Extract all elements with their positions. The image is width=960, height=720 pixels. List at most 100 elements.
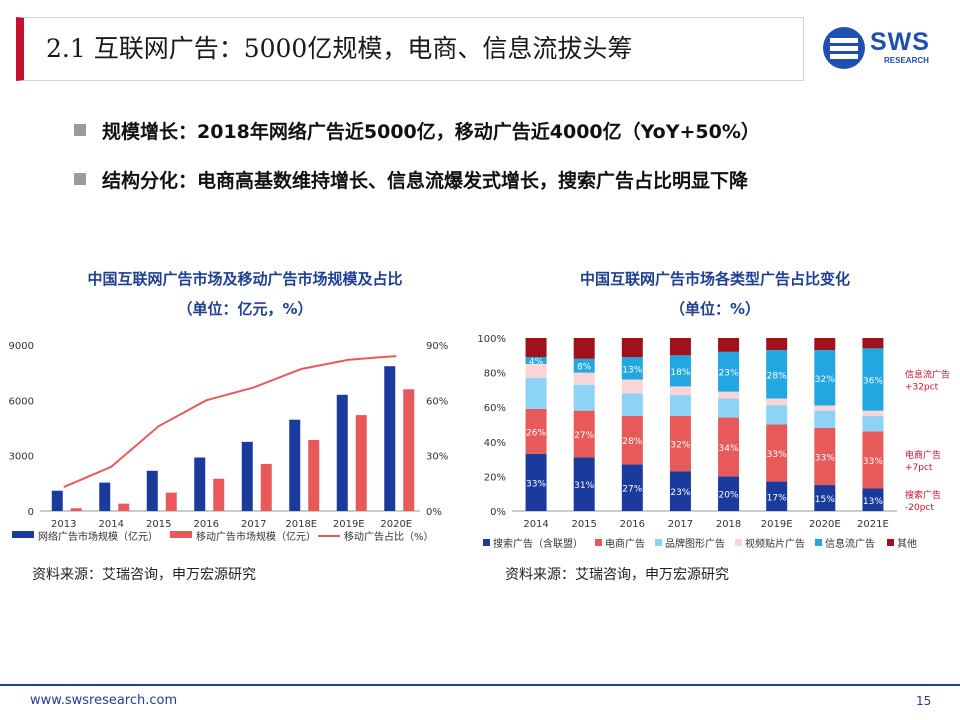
data-label: 23% — [719, 369, 739, 379]
y-left-tick-label: 0 — [28, 507, 34, 518]
stack-segment — [718, 391, 740, 399]
chart1-source: 资料来源：艾瑞咨询，申万宏源研究 — [32, 567, 256, 583]
bar-mobile-ad — [118, 503, 130, 511]
legend-label: 移动广告市场规模（亿元） — [196, 530, 316, 543]
bar-online-ad — [146, 470, 158, 511]
data-label: 33% — [767, 450, 787, 460]
stack-segment — [573, 338, 595, 359]
stack-segment — [525, 453, 547, 511]
legend-label: 其他 — [897, 537, 917, 550]
bar-mobile-ad — [260, 463, 272, 511]
y-tick-label: 60% — [484, 403, 506, 414]
chart2-stacked-chart: 0% 20% 40% 60% 80% 100% 33% 26% 4% 2014 31% 27% 8% 20… — [477, 334, 950, 550]
stack-segment — [669, 338, 691, 356]
stack-segment — [766, 481, 788, 511]
bar-online-ad — [384, 366, 396, 511]
stack-segment — [669, 471, 691, 511]
stack-segment — [718, 351, 740, 392]
stack-segment — [621, 357, 643, 380]
stack-segment — [766, 338, 788, 351]
data-label: 27% — [574, 431, 594, 441]
data-label: 13% — [863, 497, 883, 507]
data-label: 15% — [815, 495, 835, 505]
bullet-marker — [74, 173, 86, 185]
chart1-combo-chart: 0 3000 6000 9000 0% 30% 60% 90% 2013 2014 2015 2016… — [9, 341, 449, 543]
annotation-value: +7pct — [905, 463, 933, 473]
y-right-tick-label: 90% — [426, 341, 448, 352]
stack-segment — [718, 476, 740, 511]
y-tick-label: 0% — [490, 507, 506, 518]
chart1-title: 中国互联网广告市场及移动广告市场规模及占比 — [87, 270, 403, 288]
data-label: 13% — [622, 365, 642, 375]
y-tick-label: 80% — [484, 369, 506, 380]
data-label: 17% — [767, 493, 787, 503]
bar-online-ad — [289, 419, 301, 511]
bullet-marker — [74, 124, 86, 136]
logo-mark-icon — [823, 27, 865, 69]
x-tick-label: 2017 — [241, 519, 266, 530]
logo-text: SWS — [870, 28, 930, 56]
x-tick-label: 2018 — [716, 519, 741, 530]
title-box — [16, 17, 804, 81]
footer-url: www.swsresearch.com — [30, 693, 178, 708]
legend-swatch — [12, 531, 34, 538]
stack-segment — [525, 363, 547, 378]
stack-segment — [669, 386, 691, 396]
bullet-1: 规模增长：2018年网络广告近5000亿，移动广告近4000亿（YoY+50%） — [102, 121, 760, 143]
x-tick-label: 2014 — [99, 519, 124, 530]
stack-segment — [525, 357, 547, 364]
stack-segment — [669, 415, 691, 472]
stack-segment — [621, 415, 643, 465]
data-label: 31% — [574, 481, 594, 491]
stack-segment — [621, 464, 643, 511]
data-label: 23% — [670, 488, 690, 498]
y-right-tick-label: 0% — [426, 507, 442, 518]
y-tick-label: 40% — [484, 438, 506, 449]
legend-swatch — [483, 539, 490, 546]
stack-segment — [718, 398, 740, 418]
slide-title: 2.1 互联网广告：5000亿规模，电商、信息流拔头筹 — [46, 34, 633, 63]
stack-segment — [525, 338, 547, 358]
legend-swatch — [170, 531, 192, 538]
bar-mobile-ad — [355, 415, 367, 511]
data-label: 18% — [670, 368, 690, 378]
legend-label: 信息流广告 — [825, 537, 875, 550]
stack-segment — [669, 395, 691, 416]
data-label: 28% — [767, 371, 787, 381]
bar-mobile-ad — [403, 389, 415, 511]
x-tick-label: 2021E — [857, 519, 889, 530]
stack-segment — [766, 424, 788, 482]
bar-online-ad — [194, 457, 206, 511]
y-left-tick-label: 3000 — [9, 452, 34, 463]
stack-segment — [621, 338, 643, 358]
stack-segment — [814, 405, 836, 411]
stack-segment — [862, 415, 884, 432]
data-label: 33% — [863, 457, 883, 467]
annotation-label: 信息流广告 — [905, 369, 950, 381]
footer-divider — [0, 684, 960, 686]
y-right-tick-label: 30% — [426, 452, 448, 463]
x-tick-label: 2017 — [668, 519, 693, 530]
legend-swatch — [887, 539, 894, 546]
stack-segment — [525, 408, 547, 454]
annotation-label: 电商广告 — [905, 449, 941, 461]
data-label: 34% — [719, 444, 739, 454]
data-label: 4% — [529, 357, 544, 367]
stack-segment — [669, 355, 691, 387]
bar-mobile-ad — [308, 439, 320, 511]
chart2-subtitle: （单位：%） — [669, 300, 761, 318]
stack-segment — [862, 338, 884, 349]
legend-swatch — [815, 539, 822, 546]
stack-segment — [573, 384, 595, 411]
x-tick-label: 2015 — [146, 519, 171, 530]
annotation-label: 搜索广告 — [905, 489, 941, 501]
x-tick-label: 2014 — [523, 519, 548, 530]
logo-subtext: RESEARCH — [884, 56, 929, 65]
page-number: 15 — [916, 694, 932, 708]
bar-online-ad — [51, 490, 63, 511]
x-tick-label: 2019E — [333, 519, 365, 530]
y-tick-label: 100% — [477, 334, 506, 345]
legend-swatch — [595, 539, 602, 546]
data-label: 28% — [622, 437, 642, 447]
data-label: 36% — [863, 377, 883, 387]
